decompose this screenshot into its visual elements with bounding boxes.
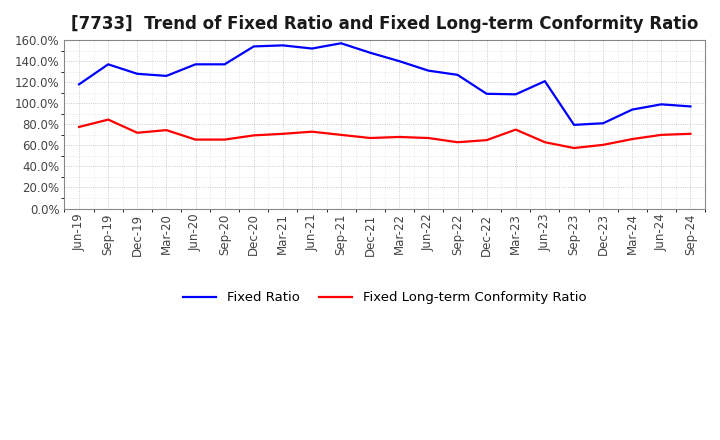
- Fixed Ratio: [162, 73, 171, 79]
- Fixed Long-term Conformity Ratio: [366, 136, 374, 141]
- Fixed Long-term Conformity Ratio: [75, 125, 84, 130]
- Fixed Ratio: [686, 104, 695, 109]
- Fixed Ratio: [279, 43, 287, 48]
- Line: Fixed Ratio: Fixed Ratio: [79, 43, 690, 125]
- Fixed Long-term Conformity Ratio: [133, 130, 142, 136]
- Fixed Long-term Conformity Ratio: [424, 136, 433, 141]
- Fixed Long-term Conformity Ratio: [307, 129, 316, 134]
- Fixed Ratio: [511, 92, 520, 97]
- Fixed Long-term Conformity Ratio: [686, 131, 695, 136]
- Title: [7733]  Trend of Fixed Ratio and Fixed Long-term Conformity Ratio: [7733] Trend of Fixed Ratio and Fixed Lo…: [71, 15, 698, 33]
- Fixed Long-term Conformity Ratio: [657, 132, 666, 137]
- Fixed Long-term Conformity Ratio: [337, 132, 346, 137]
- Fixed Long-term Conformity Ratio: [599, 142, 608, 147]
- Fixed Long-term Conformity Ratio: [162, 128, 171, 133]
- Legend: Fixed Ratio, Fixed Long-term Conformity Ratio: Fixed Ratio, Fixed Long-term Conformity …: [178, 286, 592, 309]
- Fixed Ratio: [570, 122, 578, 128]
- Fixed Ratio: [424, 68, 433, 73]
- Fixed Ratio: [104, 62, 112, 67]
- Fixed Long-term Conformity Ratio: [249, 133, 258, 138]
- Fixed Ratio: [337, 40, 346, 46]
- Fixed Ratio: [192, 62, 200, 67]
- Fixed Long-term Conformity Ratio: [482, 137, 491, 143]
- Fixed Ratio: [395, 59, 404, 64]
- Fixed Ratio: [541, 78, 549, 84]
- Fixed Long-term Conformity Ratio: [279, 131, 287, 136]
- Line: Fixed Long-term Conformity Ratio: Fixed Long-term Conformity Ratio: [79, 120, 690, 148]
- Fixed Long-term Conformity Ratio: [395, 134, 404, 139]
- Fixed Ratio: [657, 102, 666, 107]
- Fixed Long-term Conformity Ratio: [541, 139, 549, 145]
- Fixed Long-term Conformity Ratio: [104, 117, 112, 122]
- Fixed Long-term Conformity Ratio: [628, 136, 636, 142]
- Fixed Ratio: [75, 82, 84, 87]
- Fixed Long-term Conformity Ratio: [220, 137, 229, 142]
- Fixed Ratio: [453, 72, 462, 77]
- Fixed Ratio: [133, 71, 142, 77]
- Fixed Ratio: [249, 44, 258, 49]
- Fixed Ratio: [482, 91, 491, 96]
- Fixed Ratio: [599, 121, 608, 126]
- Fixed Ratio: [628, 107, 636, 112]
- Fixed Long-term Conformity Ratio: [192, 137, 200, 142]
- Fixed Ratio: [307, 46, 316, 51]
- Fixed Long-term Conformity Ratio: [453, 139, 462, 145]
- Fixed Ratio: [366, 50, 374, 55]
- Fixed Ratio: [220, 62, 229, 67]
- Fixed Long-term Conformity Ratio: [570, 145, 578, 150]
- Fixed Long-term Conformity Ratio: [511, 127, 520, 132]
